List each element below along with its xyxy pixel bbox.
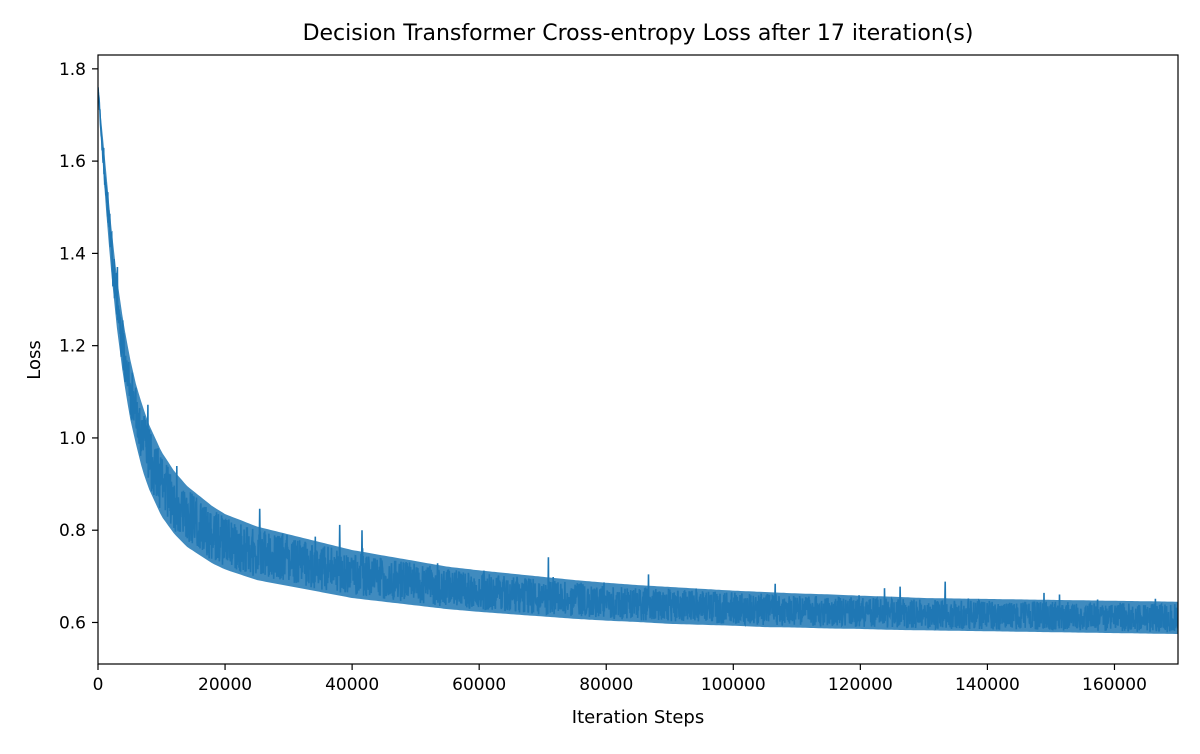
x-tick-label: 120000 xyxy=(828,675,893,695)
y-tick-label: 1.4 xyxy=(59,244,86,264)
x-tick-label: 20000 xyxy=(198,675,252,695)
y-axis: 0.6 0.8 1.0 1.2 1.4 1.6 1.8 xyxy=(59,60,98,633)
y-tick-label: 1.8 xyxy=(59,60,86,80)
x-tick-label: 40000 xyxy=(325,675,379,695)
x-axis: 0 20000 40000 60000 80000 100000 120000 140000 1… xyxy=(93,664,1147,695)
x-tick-label: 80000 xyxy=(579,675,633,695)
x-tick-label: 160000 xyxy=(1082,675,1147,695)
series-line xyxy=(98,87,1178,633)
series-layer xyxy=(98,87,1178,635)
y-tick-label: 1.0 xyxy=(59,429,86,449)
plot-frame xyxy=(97,54,1179,665)
y-tick-label: 1.6 xyxy=(59,152,86,172)
y-tick-label: 1.2 xyxy=(59,337,86,357)
y-tick-label: 0.6 xyxy=(59,613,86,633)
y-axis-label: Loss xyxy=(24,340,45,379)
plot-area xyxy=(97,54,1179,665)
x-tick-label: 140000 xyxy=(955,675,1020,695)
chart-title: Decision Transformer Cross-entropy Loss … xyxy=(303,21,974,46)
y-tick-label: 0.8 xyxy=(59,521,86,541)
x-tick-label: 0 xyxy=(93,675,104,695)
x-axis-label: Iteration Steps xyxy=(572,707,704,728)
x-tick-label: 100000 xyxy=(701,675,766,695)
x-tick-label: 60000 xyxy=(452,675,506,695)
